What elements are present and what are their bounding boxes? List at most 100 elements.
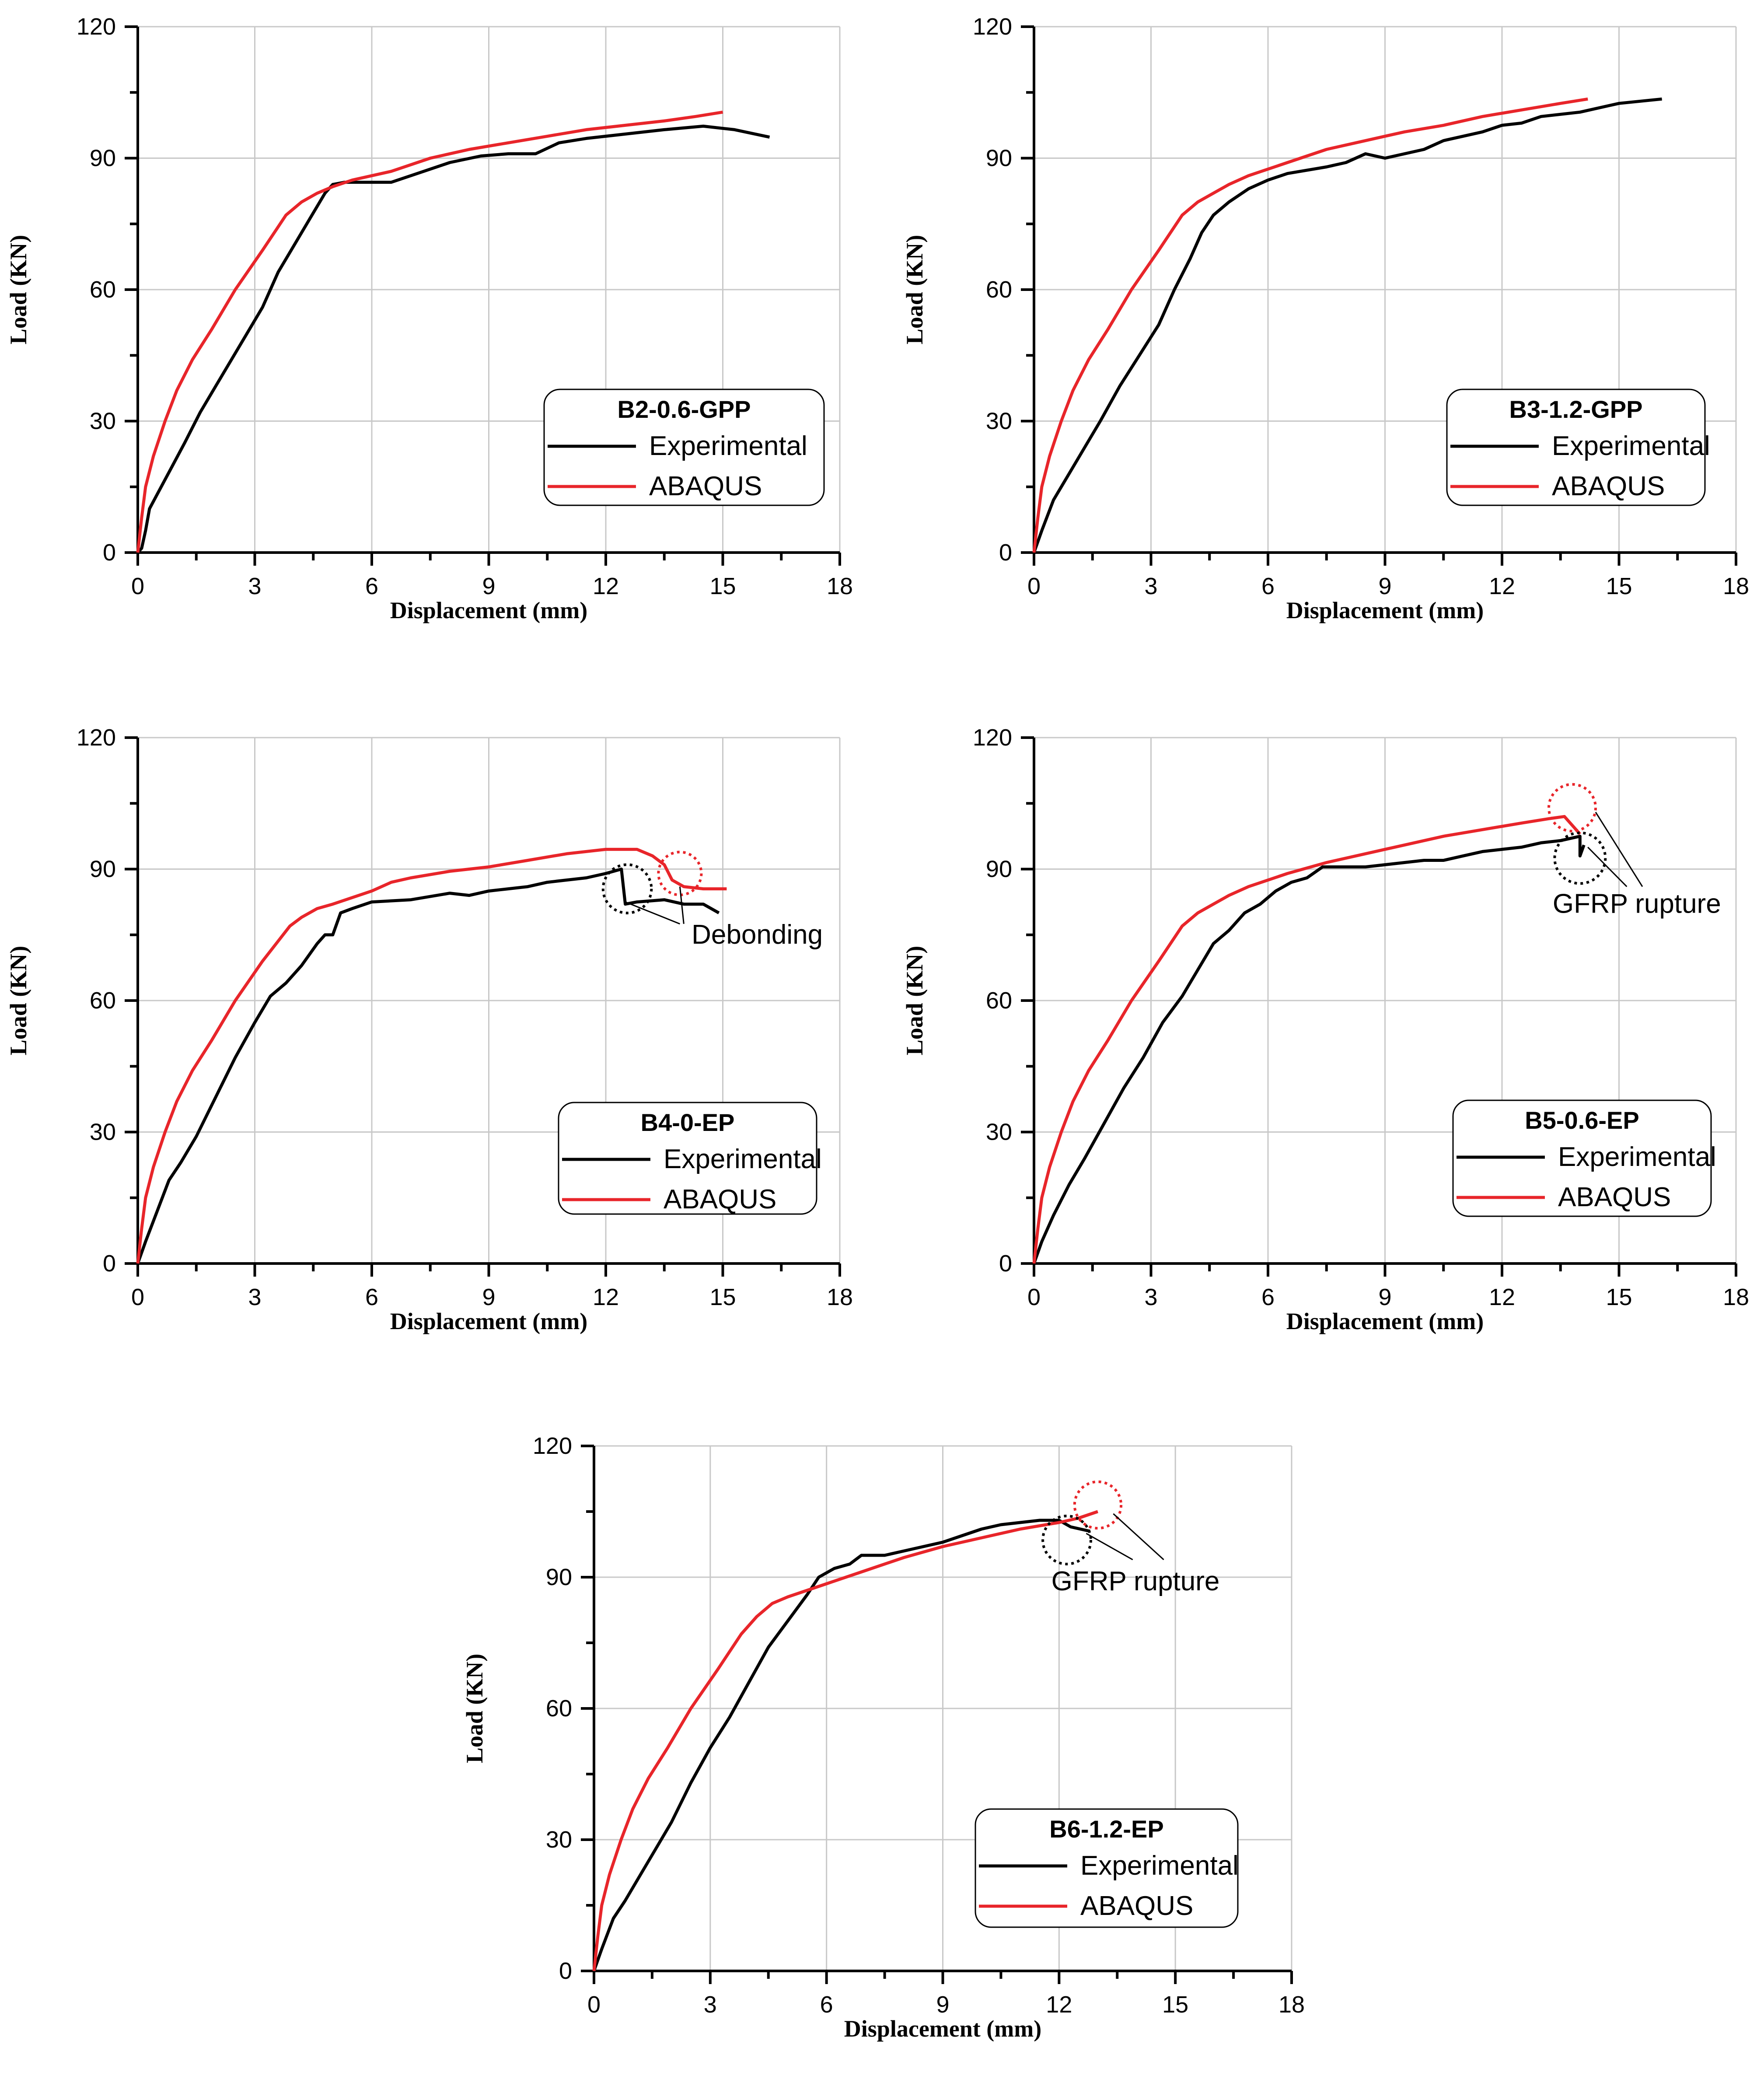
x-tick-label: 15	[1606, 573, 1632, 599]
series-line-abaqus	[136, 847, 727, 1264]
legend-label: ABAQUS	[649, 471, 762, 501]
y-tick-label: 120	[973, 724, 1012, 751]
annotation-leader	[1595, 812, 1643, 887]
y-tick-label: 120	[533, 1433, 572, 1459]
annotation-leader	[1113, 1513, 1164, 1561]
y-axis-title: Load (KN)	[5, 235, 31, 345]
legend-title: B6-1.2-EP	[1049, 1815, 1163, 1843]
y-tick-label: 0	[103, 539, 116, 566]
x-tick-label: 0	[587, 1992, 601, 2018]
y-tick-label: 0	[999, 539, 1012, 566]
x-tick-label: 15	[1606, 1284, 1632, 1310]
series-line-experimental	[1032, 834, 1586, 1264]
legend: B2-0.6-GPP Experimental ABAQUS	[543, 388, 825, 506]
legend-box	[1452, 1099, 1712, 1217]
x-tick-label: 18	[827, 1284, 853, 1310]
x-tick-label: 3	[1144, 1284, 1157, 1310]
x-tick-label: 6	[1261, 1284, 1275, 1310]
x-axis-title: Displacement (mm)	[390, 1308, 587, 1334]
y-axis-title: Load (KN)	[461, 1654, 488, 1764]
x-tick-label: 12	[1489, 1284, 1515, 1310]
annotation-leader	[679, 886, 685, 924]
x-tick-label: 9	[1378, 573, 1391, 599]
annotation-leader	[1587, 847, 1628, 887]
y-axis-title: Load (KN)	[5, 946, 31, 1056]
legend-title: B3-1.2-GPP	[1509, 396, 1643, 423]
y-tick-label: 90	[986, 856, 1012, 882]
x-tick-label: 12	[593, 573, 619, 599]
legend-label: Experimental	[1558, 1142, 1716, 1172]
legend-label: ABAQUS	[1558, 1182, 1671, 1212]
series-line-abaqus	[1032, 815, 1581, 1264]
y-axis-title: Load (KN)	[901, 235, 928, 345]
x-tick-label: 9	[936, 1992, 949, 2018]
series-line-experimental	[592, 1519, 1090, 1972]
annotation: GFRP rupture	[1547, 783, 1721, 919]
x-tick-label: 6	[1261, 573, 1275, 599]
chart-panel-2: 0 3 6 9 12 15 18 0 30 60 90 120 Displacement (mm) Loa…	[901, 14, 1749, 623]
y-tick-label: 60	[90, 987, 116, 1014]
series-line-abaqus	[136, 110, 723, 553]
legend-label: ABAQUS	[664, 1184, 776, 1214]
annotation-circle	[601, 863, 653, 914]
chart-panel-5: 0 3 6 9 12 15 18 0 30 60 90 120 Displacement (mm) Loa…	[461, 1433, 1305, 2042]
chart-panel-1: 0 3 6 9 12 15 18 0 30 60 90 120 Displacement (mm) Loa…	[5, 14, 853, 623]
annotation-label: GFRP rupture	[1051, 1566, 1220, 1596]
legend-label: ABAQUS	[1080, 1891, 1193, 1921]
legend-label: Experimental	[1552, 431, 1710, 461]
annotation-circle	[657, 850, 703, 896]
x-tick-label: 0	[131, 573, 144, 599]
x-tick-label: 18	[1723, 573, 1749, 599]
y-axis-title: Load (KN)	[901, 946, 928, 1056]
x-tick-label: 9	[1378, 1284, 1391, 1310]
legend-title: B2-0.6-GPP	[618, 396, 751, 423]
annotation-circle	[1041, 1515, 1092, 1565]
legend-label: Experimental	[664, 1144, 822, 1174]
y-tick-label: 30	[90, 1119, 116, 1145]
y-tick-label: 120	[77, 724, 116, 751]
x-tick-label: 15	[1162, 1992, 1188, 2018]
y-tick-label: 30	[986, 1119, 1012, 1145]
x-tick-label: 0	[1027, 1284, 1041, 1310]
y-tick-label: 60	[986, 987, 1012, 1014]
legend-label: Experimental	[1080, 1851, 1239, 1881]
annotation-leader	[1086, 1533, 1133, 1561]
x-tick-label: 0	[1027, 573, 1041, 599]
x-tick-label: 9	[482, 573, 495, 599]
legend-box	[558, 1102, 817, 1215]
x-axis-title: Displacement (mm)	[1286, 1308, 1484, 1334]
y-tick-label: 60	[546, 1695, 572, 1722]
x-tick-label: 6	[365, 1284, 378, 1310]
legend: B4-0-EP Experimental ABAQUS	[558, 1102, 822, 1215]
series-line-experimental	[136, 868, 720, 1264]
y-tick-label: 120	[973, 14, 1012, 40]
grid	[594, 1445, 1292, 1971]
y-tick-label: 120	[77, 14, 116, 40]
legend: B3-1.2-GPP Experimental ABAQUS	[1446, 388, 1710, 506]
y-tick-label: 30	[986, 408, 1012, 434]
y-tick-label: 30	[546, 1827, 572, 1853]
annotation-circle	[1547, 783, 1597, 833]
annotation: Debonding	[601, 850, 823, 950]
y-tick-label: 0	[103, 1250, 116, 1277]
x-tick-label: 0	[131, 1284, 144, 1310]
series-line-abaqus	[592, 1510, 1099, 1971]
annotation-label: GFRP rupture	[1553, 889, 1721, 919]
x-tick-label: 3	[704, 1992, 717, 2018]
grid	[138, 26, 841, 553]
x-tick-label: 18	[1278, 1992, 1305, 2018]
y-tick-label: 90	[90, 145, 116, 172]
x-tick-label: 12	[593, 1284, 619, 1310]
y-tick-label: 60	[986, 276, 1012, 303]
y-tick-label: 0	[559, 1958, 572, 1984]
x-tick-label: 12	[1489, 573, 1515, 599]
x-tick-label: 18	[827, 573, 853, 599]
annotation: GFRP rupture	[1041, 1480, 1220, 1596]
x-tick-label: 3	[248, 573, 261, 599]
y-tick-label: 90	[546, 1564, 572, 1590]
x-tick-label: 12	[1046, 1992, 1072, 2018]
x-tick-label: 3	[248, 1284, 261, 1310]
legend-title: B4-0-EP	[641, 1109, 735, 1136]
